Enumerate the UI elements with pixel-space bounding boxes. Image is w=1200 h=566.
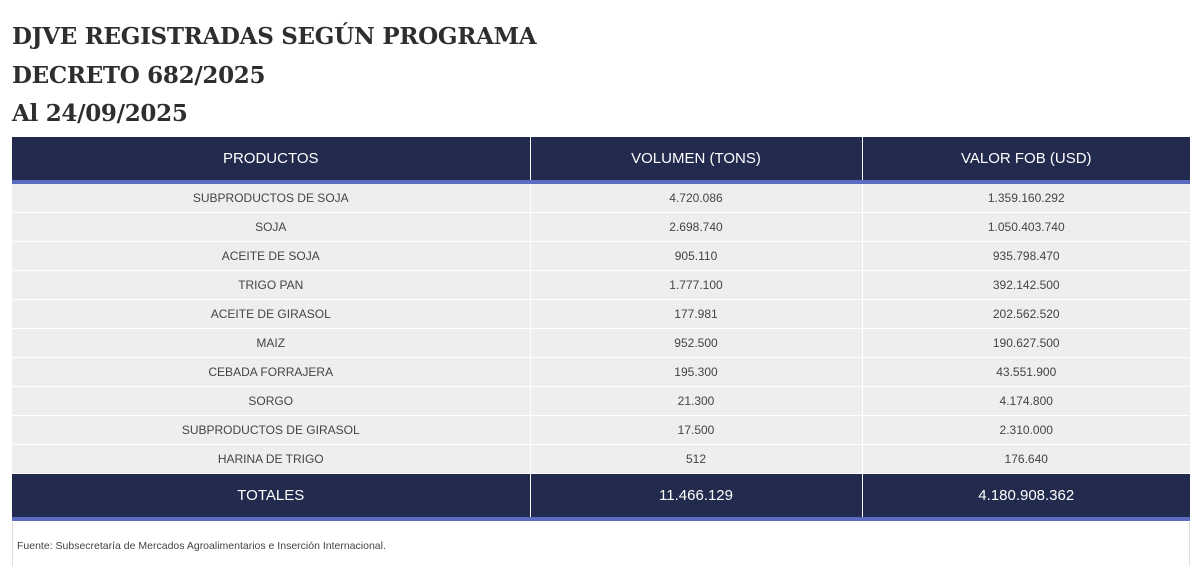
table-cell: 17.500 bbox=[530, 415, 863, 445]
table-row: MAIZ 952.500 190.627.500 bbox=[12, 328, 1190, 358]
title-line: DJVE REGISTRADAS SEGÚN PROGRAMA bbox=[12, 23, 537, 50]
table-cell: 190.627.500 bbox=[862, 328, 1190, 358]
table-row: SUBPRODUCTOS DE GIRASOL 17.500 2.310.000 bbox=[12, 415, 1190, 445]
table-cell: 176.640 bbox=[862, 444, 1190, 474]
table-cell: 392.142.500 bbox=[862, 270, 1190, 300]
table-row: SOJA 2.698.740 1.050.403.740 bbox=[12, 212, 1190, 242]
table-cell: SUBPRODUCTOS DE GIRASOL bbox=[12, 415, 531, 445]
table-cell: 1.050.403.740 bbox=[862, 212, 1190, 242]
header-row: PRODUCTOS VOLUMEN (TONS) VALOR FOB (USD) bbox=[12, 137, 1190, 184]
table-cell: 2.698.740 bbox=[530, 212, 863, 242]
table-cell: 43.551.900 bbox=[862, 357, 1190, 387]
column-header: VALOR FOB (USD) bbox=[862, 137, 1190, 184]
table-row: SORGO 21.300 4.174.800 bbox=[12, 386, 1190, 416]
table-row: TRIGO PAN 1.777.100 392.142.500 bbox=[12, 270, 1190, 300]
totals-row: TOTALES 11.466.129 4.180.908.362 bbox=[12, 473, 1190, 521]
table-row: ACEITE DE GIRASOL 177.981 202.562.520 bbox=[12, 299, 1190, 329]
table-cell: CEBADA FORRAJERA bbox=[12, 357, 531, 387]
footer: Fuente: Subsecretaría de Mercados Agroal… bbox=[12, 522, 1190, 566]
table-row: HARINA DE TRIGO 512 176.640 bbox=[12, 444, 1190, 474]
source-note: Fuente: Subsecretaría de Mercados Agroal… bbox=[17, 540, 386, 552]
title-line: DECRETO 682/2025 bbox=[12, 61, 266, 89]
data-table: PRODUCTOS VOLUMEN (TONS) VALOR FOB (USD) S… bbox=[12, 137, 1190, 521]
table-totals: TOTALES 11.466.129 4.180.908.362 bbox=[12, 473, 1190, 521]
table-row: ACEITE DE SOJA 905.110 935.798.470 bbox=[12, 241, 1190, 271]
title-block: DJVE REGISTRADAS SEGÚN PROGRAMA DECRETO … bbox=[12, 18, 537, 134]
totals-cell: 4.180.908.362 bbox=[862, 473, 1190, 521]
table-cell: 512 bbox=[530, 444, 863, 474]
table-cell: 1.777.100 bbox=[530, 270, 863, 300]
table-row: CEBADA FORRAJERA 195.300 43.551.900 bbox=[12, 357, 1190, 387]
table-header: PRODUCTOS VOLUMEN (TONS) VALOR FOB (USD) bbox=[12, 137, 1190, 184]
table-cell: 952.500 bbox=[530, 328, 863, 358]
table-cell: ACEITE DE SOJA bbox=[12, 241, 531, 271]
totals-cell: 11.466.129 bbox=[530, 473, 863, 521]
table-body: SUBPRODUCTOS DE SOJA 4.720.086 1.359.160.2… bbox=[12, 182, 1190, 474]
title-line: Al 24/09/2025 bbox=[12, 100, 188, 127]
table-cell: HARINA DE TRIGO bbox=[12, 444, 531, 474]
table-cell: 202.562.520 bbox=[862, 299, 1190, 329]
table-cell: 2.310.000 bbox=[862, 415, 1190, 445]
table-cell: 21.300 bbox=[530, 386, 863, 416]
table-cell: 1.359.160.292 bbox=[862, 182, 1190, 213]
table-cell: SUBPRODUCTOS DE SOJA bbox=[12, 182, 531, 213]
table-cell: 4.174.800 bbox=[862, 386, 1190, 416]
table-cell: SORGO bbox=[12, 386, 531, 416]
table-cell: 905.110 bbox=[530, 241, 863, 271]
table-row: SUBPRODUCTOS DE SOJA 4.720.086 1.359.160.2… bbox=[12, 182, 1190, 213]
column-header: PRODUCTOS bbox=[12, 137, 531, 184]
table-cell: 177.981 bbox=[530, 299, 863, 329]
table-cell: 4.720.086 bbox=[530, 182, 863, 213]
table-cell: SOJA bbox=[12, 212, 531, 242]
table-cell: MAIZ bbox=[12, 328, 531, 358]
table-cell: ACEITE DE GIRASOL bbox=[12, 299, 531, 329]
totals-cell: TOTALES bbox=[12, 473, 531, 521]
column-header: VOLUMEN (TONS) bbox=[530, 137, 863, 184]
table-cell: 195.300 bbox=[530, 357, 863, 387]
table-cell: TRIGO PAN bbox=[12, 270, 531, 300]
table-cell: 935.798.470 bbox=[862, 241, 1190, 271]
